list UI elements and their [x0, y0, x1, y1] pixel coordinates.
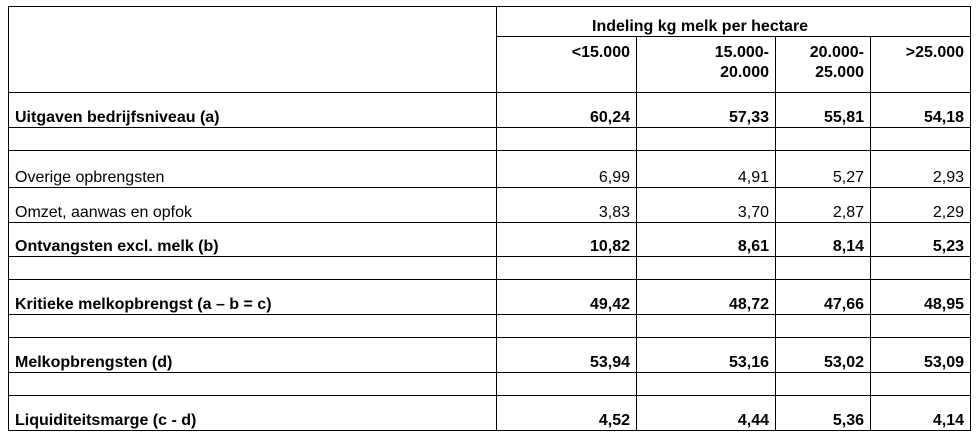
value-cell: 4,91 [636, 150, 776, 188]
value-cell: 4,14 [869, 395, 972, 431]
value-cell: 5,36 [775, 395, 871, 431]
value-cell: 5,23 [869, 222, 972, 257]
table-row: Omzet, aanwas en opfok 3,83 3,70 2,87 2,29 [8, 187, 972, 223]
column-header: >25.000 [869, 36, 972, 93]
table-row: Melkopbrengsten (d) 53,94 53,16 53,02 53,09 [8, 337, 972, 373]
row-label: Liquiditeitsmarge (c - d) [8, 395, 497, 431]
value-cell: 3,83 [496, 187, 637, 223]
value-cell: 55,81 [775, 92, 871, 128]
value-cell: 47,66 [775, 279, 871, 315]
row-label: Overige opbrengsten [8, 150, 497, 188]
row-label: Uitgaven bedrijfsniveau (a) [8, 92, 497, 128]
empty-cell [8, 6, 497, 93]
spacer-row [8, 372, 972, 396]
value-cell: 49,42 [496, 279, 637, 315]
value-cell: 2,87 [775, 187, 871, 223]
table-row: Ontvangsten excl. melk (b) 10,82 8,61 8,14 5… [8, 222, 972, 257]
row-label: Melkopbrengsten (d) [8, 337, 497, 373]
value-cell: 57,33 [636, 92, 776, 128]
value-cell: 2,29 [869, 187, 972, 223]
row-label: Ontvangsten excl. melk (b) [8, 222, 497, 257]
value-cell: 8,61 [636, 222, 776, 257]
value-cell: 60,24 [496, 92, 637, 128]
row-label: Omzet, aanwas en opfok [8, 187, 497, 223]
value-cell: 5,27 [775, 150, 871, 188]
column-header: 15.000- 20.000 [636, 36, 776, 93]
value-cell: 3,70 [636, 187, 776, 223]
table-row: Overige opbrengsten 6,99 4,91 5,27 2,93 [8, 150, 972, 188]
group-title: Indeling kg melk per hectare [495, 6, 972, 37]
spacer-row [8, 127, 972, 151]
column-header: <15.000 [496, 36, 637, 93]
table-row: Liquiditeitsmarge (c - d) 4,52 4,44 5,36 4,1… [8, 395, 972, 431]
value-cell: 8,14 [775, 222, 871, 257]
spacer-row [8, 256, 972, 280]
header-row: Indeling kg melk per hectare [8, 6, 972, 93]
value-cell: 54,18 [869, 92, 972, 128]
value-cell: 53,02 [775, 337, 871, 373]
value-cell: 4,52 [496, 395, 637, 431]
table-row: Uitgaven bedrijfsniveau (a) 60,24 57,33 55,… [8, 92, 972, 128]
value-cell: 4,44 [636, 395, 776, 431]
value-cell: 6,99 [496, 150, 637, 188]
row-label: Kritieke melkopbrengst (a – b = c) [8, 279, 497, 315]
data-table: Indeling kg melk per hectare <15.000 15.… [8, 6, 972, 431]
value-cell: 2,93 [869, 150, 972, 188]
spacer-row [8, 314, 972, 338]
value-cell: 53,16 [636, 337, 776, 373]
table-row: Kritieke melkopbrengst (a – b = c) 49,42 4… [8, 279, 972, 315]
header-row: <15.000 15.000- 20.000 20.000- 25.000 >2… [9, 36, 972, 93]
value-cell: 48,95 [869, 279, 972, 315]
value-cell: 10,82 [496, 222, 637, 257]
value-cell: 53,94 [496, 337, 637, 373]
value-cell: 53,09 [869, 337, 972, 373]
value-cell: 48,72 [636, 279, 776, 315]
column-header: 20.000- 25.000 [775, 36, 871, 93]
